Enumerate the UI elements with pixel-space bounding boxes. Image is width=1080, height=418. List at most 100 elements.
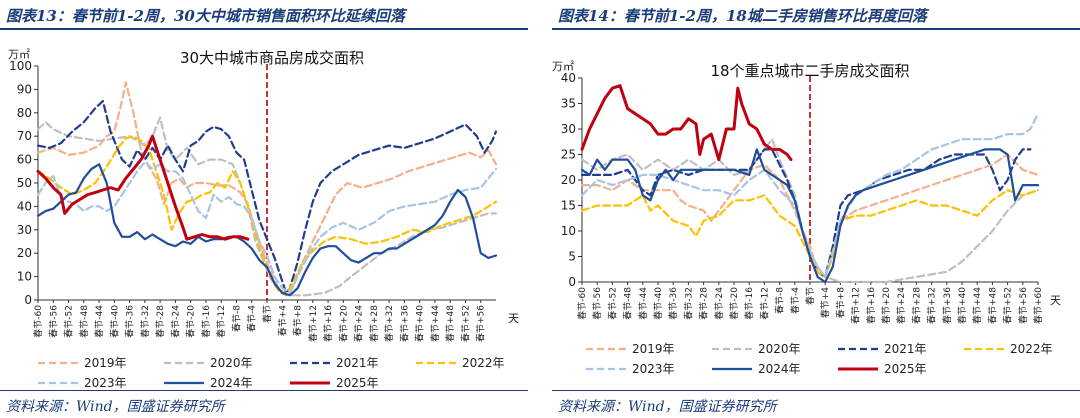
fig14-x-tick-label: 春节+16	[865, 287, 877, 324]
fig14-x-tick-label: 春节-28	[698, 287, 710, 320]
fig14-series-line-2021	[580, 148, 1032, 278]
fig13-series-line-2025	[36, 134, 250, 241]
fig13-x-tick-label: 春节+40	[414, 305, 426, 342]
fig13-x-tick-label: 春节-56	[47, 305, 59, 338]
fig13-series-line-2024	[36, 163, 498, 297]
fig14-y-tick-label: 20	[561, 173, 576, 187]
fig14-x-tick-label: 春节-44	[637, 287, 649, 320]
fig13-series-line-2021	[36, 100, 498, 295]
fig13-y-tick-label: 80	[17, 106, 32, 120]
fig14-x-tick-label: 春节-32	[682, 287, 694, 320]
fig13-x-tick-label: 春节-8	[230, 305, 242, 332]
fig14-legend-label: 2020年	[758, 342, 801, 356]
fig13-x-tick-label: 春节+52	[459, 305, 471, 342]
fig14-x-tick-label: 春节-56	[591, 287, 603, 320]
fig14-x-tick-label: 春节+56	[1017, 287, 1029, 324]
fig14-y-tick-label: 0	[568, 275, 576, 289]
fig14-x-tick-label: 春节	[804, 287, 816, 305]
fig13-x-tick-label: 春节-24	[169, 305, 181, 338]
fig13-legend-label: 2019年	[84, 356, 127, 370]
fig13-y-tick-label: 100	[9, 59, 32, 73]
figure-13-bottom-rule	[0, 390, 528, 391]
fig14-series-line-2022	[580, 189, 1040, 278]
fig13-x-tick-label: 春节+44	[429, 305, 441, 342]
fig13-y-tick-label: 50	[17, 176, 32, 190]
fig13-x-tick-label: 春节-44	[93, 305, 105, 338]
fig14-x-tick-label: 春节-12	[758, 287, 770, 320]
fig14-series-line-2019	[580, 153, 1040, 278]
figure-14-top-rule	[552, 28, 1080, 30]
fig13-unit-label: 万㎡	[8, 48, 30, 61]
fig14-x-tick-label: 春节+36	[941, 287, 953, 324]
fig14-x-tick-label: 春节+44	[971, 287, 983, 324]
fig14-series-line-2025	[580, 84, 793, 162]
fig14-y-tick-label: 25	[561, 148, 576, 162]
figure-13-source-note: 资料来源：Wind，国盛证券研究所	[6, 399, 225, 415]
figure-14-source-note: 资料来源：Wind，国盛证券研究所	[558, 399, 777, 415]
fig13-y-tick-label: 40	[17, 199, 32, 213]
fig14-y-tick-label: 30	[561, 122, 576, 136]
fig13-x-tick-label: 春节+56	[475, 305, 487, 342]
fig13-x-tick-label: 春节+12	[307, 305, 319, 342]
fig13-legend-label: 2024年	[210, 376, 253, 390]
fig13-legend-label: 2023年	[84, 376, 127, 390]
fig14-x-tick-label: 春节-60	[576, 287, 588, 320]
fig14-x-tick-label: 春节+40	[956, 287, 968, 324]
fig13-y-tick-label: 70	[17, 129, 32, 143]
fig14-x-tick-label: 春节-24	[713, 287, 725, 320]
fig14-x-tick-label: 春节-36	[667, 287, 679, 320]
fig14-x-tick-label: 春节+60	[1032, 287, 1044, 324]
fig13-legend-label: 2025年	[336, 376, 379, 390]
fig13-y-tick-label: 10	[17, 270, 32, 284]
fig13-x-tick-label: 春节-4	[246, 305, 258, 332]
figure-13-top-rule	[0, 28, 528, 30]
fig13-series-line-2022	[36, 135, 498, 297]
fig13-x-tick-label: 春节+28	[368, 305, 380, 342]
fig13-x-tick-label: 春节+16	[322, 305, 334, 342]
fig14-x-tick-label: 春节-20	[728, 287, 740, 320]
fig13-x-tick-label: 春节-16	[200, 305, 212, 338]
fig13-x-axis-label: 天	[508, 312, 519, 325]
fig14-x-axis-label: 天	[1050, 294, 1061, 307]
fig13-y-tick-label: 60	[17, 153, 32, 167]
fig14-x-tick-label: 春节+12	[850, 287, 862, 324]
fig13-x-tick-label: 春节+4	[276, 305, 288, 337]
fig14-unit-label: 万㎡	[552, 60, 574, 73]
fig13-x-tick-label: 春节-52	[63, 305, 75, 338]
fig14-x-tick-label: 春节+4	[819, 287, 831, 319]
figure-13-line-chart: 万㎡ 30大中城市商品房成交面积 0 10 20 30 40 50 60 70 80 90 100 春节-…	[8, 48, 519, 390]
fig14-x-tick-label: 春节+52	[1002, 287, 1014, 324]
fig13-x-tick-label: 春节-60	[32, 305, 44, 338]
fig14-legend-label: 2021年	[884, 342, 927, 356]
fig13-x-tick-label: 春节-36	[124, 305, 136, 338]
fig14-x-tick-label: 春节+48	[986, 287, 998, 324]
fig14-x-tick-label: 春节-8	[774, 287, 786, 314]
fig14-x-tick-label: 春节-48	[622, 287, 634, 320]
fig14-x-tick-label: 春节+20	[880, 287, 892, 324]
fig14-series-line-2020	[580, 138, 1040, 284]
fig13-x-tick-label: 春节+24	[353, 305, 365, 342]
fig13-x-tick-label: 春节-48	[78, 305, 90, 338]
fig13-y-tick-label: 90	[17, 82, 32, 96]
fig14-legend-label: 2025年	[884, 362, 927, 376]
fig13-legend-label: 2021年	[336, 356, 379, 370]
fig13-x-tick-label: 春节-32	[139, 305, 151, 338]
figure-14-title: 图表14：春节前1-2周，18城二手房销售环比再度回落	[558, 7, 927, 25]
fig14-legend-label: 2024年	[758, 362, 801, 376]
fig14-x-tick-label: 春节+28	[910, 287, 922, 324]
fig14-x-tick-label: 春节-4	[789, 287, 801, 314]
fig14-y-tick-label: 15	[561, 199, 576, 213]
fig14-series-line-2024	[580, 148, 1040, 284]
fig13-x-tick-label: 春节-28	[154, 305, 166, 338]
fig14-x-tick-label: 春节+8	[834, 287, 846, 319]
fig13-x-tick-label: 春节+8	[292, 305, 304, 337]
fig13-x-tick-label: 春节-12	[215, 305, 227, 338]
fig14-y-tick-label: 40	[561, 71, 576, 85]
fig14-x-tick-label: 春节+32	[926, 287, 938, 324]
fig13-x-tick-label: 春节+48	[444, 305, 456, 342]
fig13-legend-label: 2022年	[462, 356, 505, 370]
fig14-y-tick-label: 5	[568, 250, 576, 264]
fig13-x-tick-label: 春节+36	[398, 305, 410, 342]
fig14-chart-title: 18个重点城市二手房成交面积	[710, 62, 909, 80]
